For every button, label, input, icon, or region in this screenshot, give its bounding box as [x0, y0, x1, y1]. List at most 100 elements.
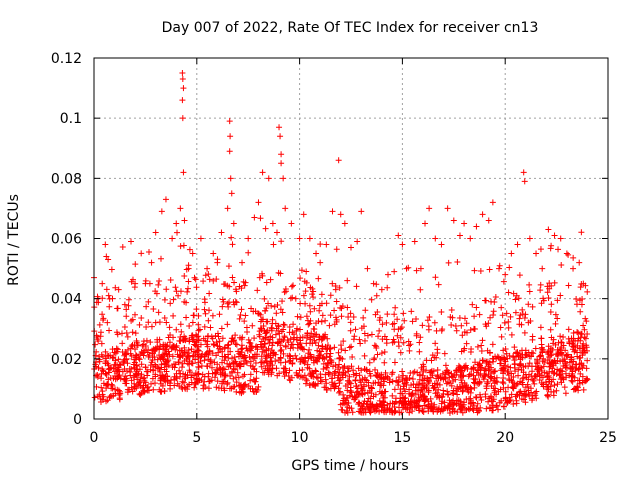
data-point	[410, 381, 417, 388]
data-point	[194, 343, 201, 350]
data-point	[316, 354, 323, 361]
data-point	[234, 369, 241, 376]
data-point	[515, 372, 522, 379]
data-points	[91, 70, 591, 416]
data-point	[425, 380, 432, 387]
data-point	[526, 360, 533, 367]
data-point	[496, 265, 503, 272]
data-point	[184, 288, 191, 295]
data-point	[268, 302, 275, 309]
data-point	[215, 349, 222, 356]
data-point	[581, 326, 588, 333]
data-point	[149, 375, 156, 382]
data-point	[290, 321, 297, 328]
data-point	[142, 364, 149, 371]
data-point	[93, 299, 100, 306]
data-point	[488, 382, 495, 389]
data-point	[463, 320, 470, 327]
data-point	[383, 319, 390, 326]
data-point	[127, 350, 134, 357]
data-point	[348, 343, 355, 350]
data-point	[424, 375, 431, 382]
data-point	[401, 395, 408, 402]
data-point	[138, 315, 145, 322]
data-point	[378, 376, 385, 383]
data-point	[210, 277, 217, 284]
data-point	[448, 321, 455, 328]
data-point	[238, 306, 245, 313]
data-point	[348, 363, 355, 370]
data-point	[413, 267, 420, 274]
data-point	[245, 383, 252, 390]
data-point	[498, 354, 505, 361]
data-point	[205, 271, 212, 278]
data-point	[364, 332, 371, 339]
data-point	[300, 292, 307, 299]
data-point	[422, 395, 429, 402]
data-point	[425, 326, 432, 333]
data-point	[503, 310, 510, 317]
data-point	[154, 344, 161, 351]
data-point	[571, 348, 578, 355]
data-point	[432, 235, 439, 242]
data-point	[576, 380, 583, 387]
data-point	[201, 296, 208, 303]
data-point	[582, 335, 589, 342]
data-point	[349, 353, 356, 360]
data-point	[286, 324, 293, 331]
data-point	[218, 229, 225, 236]
data-point	[327, 345, 334, 352]
data-point	[289, 341, 296, 348]
data-point	[442, 369, 449, 376]
data-point	[342, 369, 349, 376]
data-point	[104, 319, 111, 326]
data-point	[490, 308, 497, 315]
data-point	[508, 250, 515, 257]
data-point	[219, 369, 226, 376]
data-point	[376, 397, 383, 404]
data-point	[128, 317, 135, 324]
data-point	[495, 388, 502, 395]
data-point	[445, 259, 452, 266]
data-point	[395, 374, 402, 381]
data-point	[545, 295, 552, 302]
data-point	[215, 333, 222, 340]
data-point	[384, 284, 391, 291]
data-point	[132, 346, 139, 353]
data-point	[346, 344, 353, 351]
data-point	[239, 259, 246, 266]
data-point	[282, 205, 289, 212]
data-point	[580, 345, 587, 352]
data-point	[347, 387, 354, 394]
data-point	[490, 311, 497, 318]
data-point	[516, 362, 523, 369]
data-point	[99, 311, 106, 318]
data-point	[584, 288, 591, 295]
data-point	[371, 342, 378, 349]
data-point	[216, 338, 223, 345]
data-point	[313, 357, 320, 364]
data-point	[146, 387, 153, 394]
data-point	[404, 377, 411, 384]
data-point	[572, 386, 579, 393]
data-point	[329, 208, 336, 215]
data-point	[500, 375, 507, 382]
data-point	[400, 372, 407, 379]
data-point	[450, 217, 457, 224]
data-point	[91, 394, 98, 401]
data-point	[106, 295, 113, 302]
data-point	[195, 364, 202, 371]
data-point	[397, 349, 404, 356]
data-point	[184, 350, 191, 357]
data-point	[119, 244, 126, 251]
x-tick-label: 5	[192, 430, 201, 446]
data-point	[548, 334, 555, 341]
data-point	[281, 322, 288, 329]
data-point	[553, 370, 560, 377]
data-point	[224, 321, 231, 328]
data-point	[208, 377, 215, 384]
data-point	[504, 399, 511, 406]
data-point	[419, 322, 426, 329]
data-point	[339, 374, 346, 381]
data-point	[533, 250, 540, 257]
